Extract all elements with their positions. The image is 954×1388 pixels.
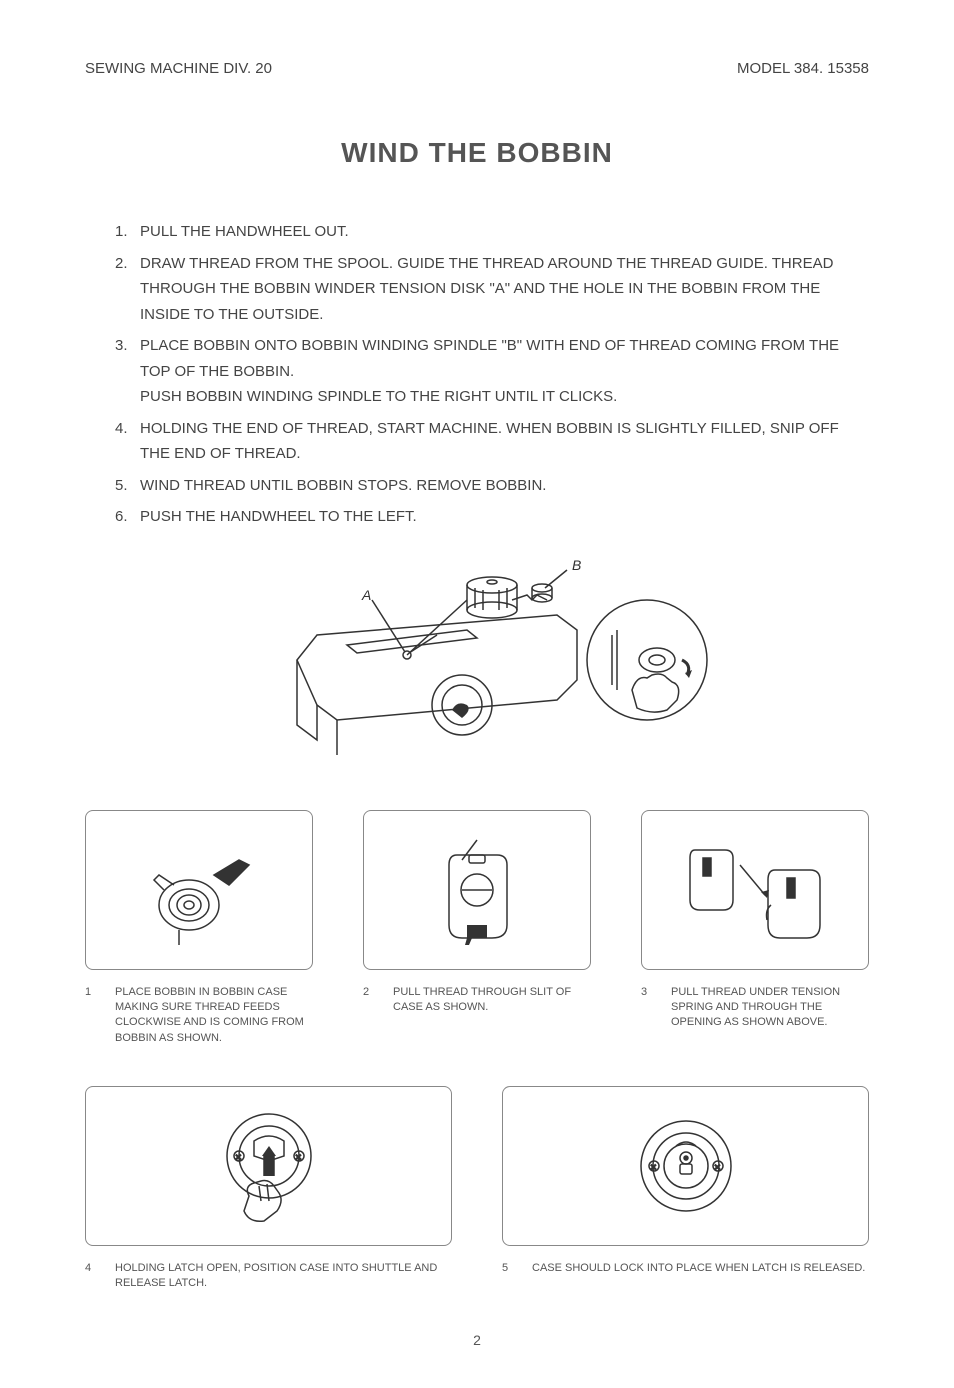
sub-text: PLACE BOBBIN IN BOBBIN CASE MAKING SURE … — [115, 985, 313, 1047]
step-number: 1. — [115, 219, 140, 245]
sub-text: PULL THREAD UNDER TENSION SPRING AND THR… — [671, 985, 869, 1031]
shuttle-latch-icon: ✕ ✕ — [189, 1101, 349, 1231]
sub-diagram-4: ✕ ✕ 4 HOLDING LATCH OPEN, POSITION CASE … — [85, 1086, 452, 1292]
step-number: 4. — [115, 416, 140, 467]
page-title: WIND THE BOBBIN — [85, 137, 869, 169]
sub-caption: 1 PLACE BOBBIN IN BOBBIN CASE MAKING SUR… — [85, 985, 313, 1047]
header-right: MODEL 384. 15358 — [737, 60, 869, 77]
step-number: 2. — [115, 251, 140, 328]
header-left: SEWING MACHINE DIV. 20 — [85, 60, 272, 77]
step-text: PUSH THE HANDWHEEL TO THE LEFT. — [140, 504, 869, 530]
step-item: 5. WIND THREAD UNTIL BOBBIN STOPS. REMOV… — [115, 473, 869, 499]
label-a: A — [361, 587, 371, 603]
sub-text: PULL THREAD THROUGH SLIT OF CASE AS SHOW… — [393, 985, 591, 1016]
svg-text:✕: ✕ — [714, 1163, 721, 1172]
sub-diagram-5: ✕ ✕ 5 CASE SHOULD LOCK INTO PLACE WHEN L… — [502, 1086, 869, 1292]
step-text: WIND THREAD UNTIL BOBBIN STOPS. REMOVE B… — [140, 473, 869, 499]
sub-diagram-1: 1 PLACE BOBBIN IN BOBBIN CASE MAKING SUR… — [85, 810, 313, 1047]
step-number: 3. — [115, 333, 140, 410]
sub-number: 3 — [641, 985, 671, 1031]
step-item: 3. PLACE BOBBIN ONTO BOBBIN WINDING SPIN… — [115, 333, 869, 410]
sewing-machine-diagram-icon: A B — [237, 560, 717, 760]
sub-caption: 4 HOLDING LATCH OPEN, POSITION CASE INTO… — [85, 1261, 452, 1292]
step-item: 6. PUSH THE HANDWHEEL TO THE LEFT. — [115, 504, 869, 530]
diagram-box — [363, 810, 591, 970]
sub-number: 2 — [363, 985, 393, 1016]
label-b: B — [572, 560, 581, 573]
bobbin-case-slit-icon — [407, 830, 547, 950]
diagram-box: ✕ ✕ — [502, 1086, 869, 1246]
sub-number: 5 — [502, 1261, 532, 1276]
bobbin-case-insert-icon — [129, 830, 269, 950]
step-number: 5. — [115, 473, 140, 499]
svg-text:✕: ✕ — [235, 1153, 242, 1162]
svg-text:✕: ✕ — [295, 1153, 302, 1162]
sub-caption: 2 PULL THREAD THROUGH SLIT OF CASE AS SH… — [363, 985, 591, 1016]
svg-text:✕: ✕ — [650, 1163, 657, 1172]
page-header: SEWING MACHINE DIV. 20 MODEL 384. 15358 — [85, 60, 869, 77]
steps-list: 1. PULL THE HANDWHEEL OUT. 2. DRAW THREA… — [85, 219, 869, 530]
shuttle-locked-icon: ✕ ✕ — [606, 1106, 766, 1226]
diagram-box: ✕ ✕ — [85, 1086, 452, 1246]
diagram-box — [641, 810, 869, 970]
step-item: 2. DRAW THREAD FROM THE SPOOL. GUIDE THE… — [115, 251, 869, 328]
sub-caption: 3 PULL THREAD UNDER TENSION SPRING AND T… — [641, 985, 869, 1031]
step-item: 4. HOLDING THE END OF THREAD, START MACH… — [115, 416, 869, 467]
diagram-box — [85, 810, 313, 970]
step-text: PLACE BOBBIN ONTO BOBBIN WINDING SPINDLE… — [140, 333, 869, 410]
sub-diagrams-row-2: ✕ ✕ 4 HOLDING LATCH OPEN, POSITION CASE … — [85, 1086, 869, 1292]
sub-text: CASE SHOULD LOCK INTO PLACE WHEN LATCH I… — [532, 1261, 869, 1276]
sub-caption: 5 CASE SHOULD LOCK INTO PLACE WHEN LATCH… — [502, 1261, 869, 1276]
sub-text: HOLDING LATCH OPEN, POSITION CASE INTO S… — [115, 1261, 452, 1292]
sub-diagram-3: 3 PULL THREAD UNDER TENSION SPRING AND T… — [641, 810, 869, 1047]
sub-diagram-2: 2 PULL THREAD THROUGH SLIT OF CASE AS SH… — [363, 810, 591, 1047]
step-item: 1. PULL THE HANDWHEEL OUT. — [115, 219, 869, 245]
step-text: HOLDING THE END OF THREAD, START MACHINE… — [140, 416, 869, 467]
step-text: PULL THE HANDWHEEL OUT. — [140, 219, 869, 245]
step-text: DRAW THREAD FROM THE SPOOL. GUIDE THE TH… — [140, 251, 869, 328]
page-number: 2 — [85, 1332, 869, 1348]
sub-number: 1 — [85, 985, 115, 1047]
step-number: 6. — [115, 504, 140, 530]
bobbin-tension-spring-icon — [675, 830, 835, 950]
main-diagram: A B — [85, 560, 869, 760]
sub-diagrams-row-1: 1 PLACE BOBBIN IN BOBBIN CASE MAKING SUR… — [85, 810, 869, 1047]
